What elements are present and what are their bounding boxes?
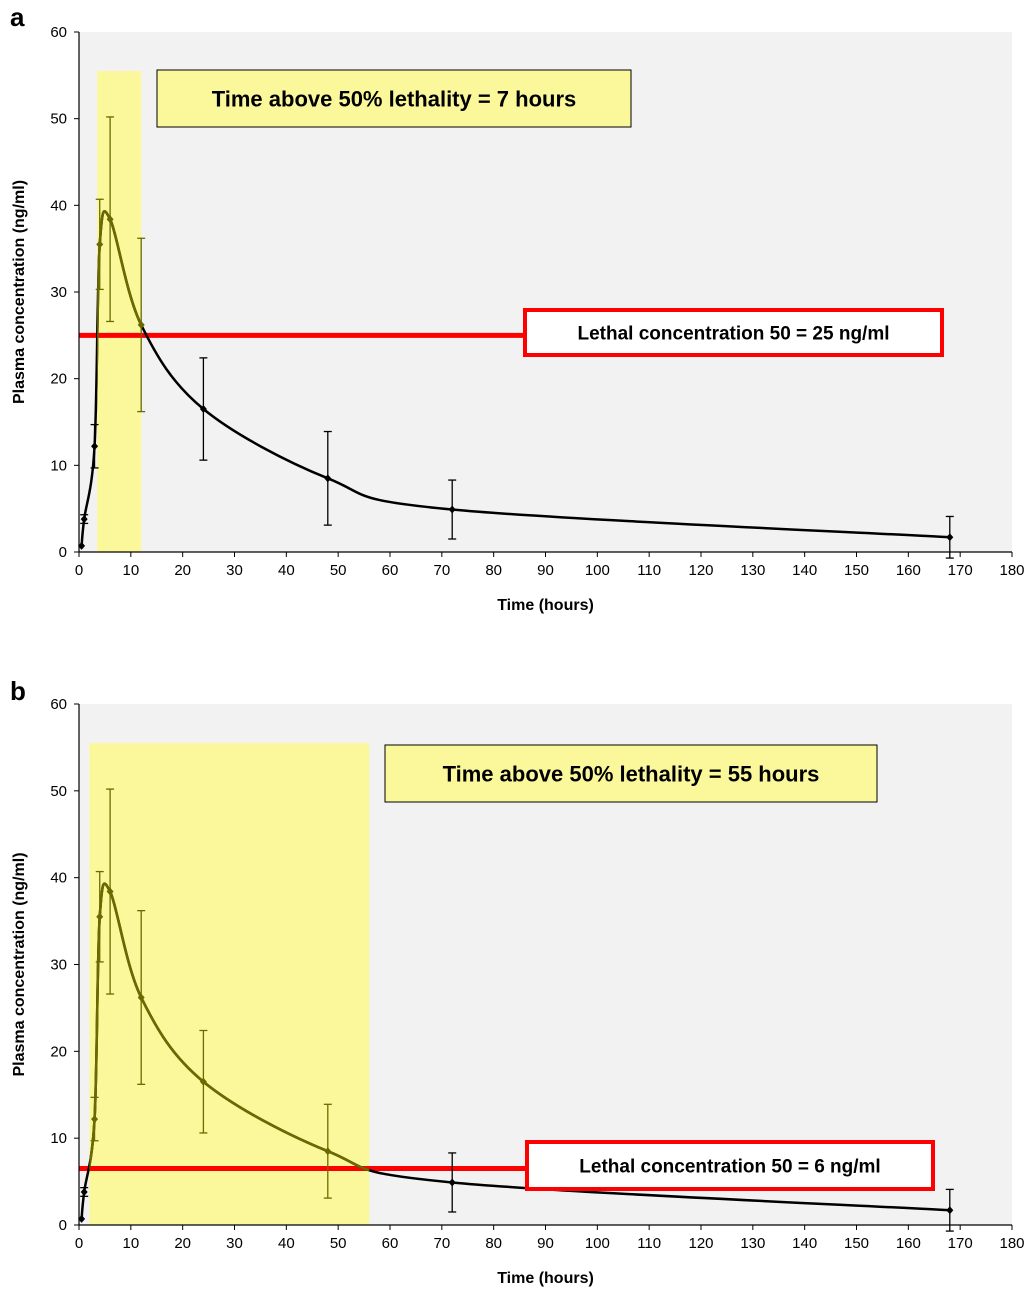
chart-b-x-tick-label: 50: [330, 1235, 347, 1252]
chart-b-x-tick-label: 90: [537, 1235, 554, 1252]
chart-a-data-point: [946, 533, 954, 542]
chart-a-callout-box: [156, 69, 632, 128]
chart-panel-b: b 0 10 20 30 40 50 60 0 10 20 30 40 50 60 70 80 90 100 110 1…: [0, 650, 1032, 1300]
chart-a-x-tick-label: 80: [485, 562, 502, 579]
chart-a-y-tick-label: 60: [50, 24, 67, 41]
chart-a-y-tick-label: 30: [50, 284, 67, 301]
chart-b-x-tick-label: 130: [740, 1235, 765, 1252]
chart-a-x-tick-label: 120: [688, 562, 713, 579]
chart-b-x-tick-label: 20: [174, 1235, 191, 1252]
chart-b-data-point: [448, 1178, 456, 1187]
chart-b-x-tick-label: 100: [585, 1235, 610, 1252]
chart-a-data-point: [96, 240, 104, 249]
chart-b-x-tick-label: 160: [896, 1235, 921, 1252]
chart-b-callout-box: [384, 744, 878, 803]
chart-b-data-point: [199, 1077, 207, 1086]
chart-b-y-tick-label: 50: [50, 783, 67, 800]
chart-b-y-tick-label: 30: [50, 957, 67, 974]
chart-b-x-tick-label: 40: [278, 1235, 295, 1252]
chart-a-data-point: [324, 474, 332, 483]
chart-b-y-tick-label: 20: [50, 1043, 67, 1060]
chart-b-x-axis-title: Time (hours): [497, 1270, 594, 1287]
chart-a-svg: a 0 10 20 30 40 50 60 0 10 20 30 40 50 60 70 80 90 100 110 1…: [10, 2, 1025, 614]
chart-a-x-tick-label: 100: [585, 562, 610, 579]
chart-a-y-tick-label: 20: [50, 371, 67, 388]
chart-b-x-tick-label: 120: [688, 1235, 713, 1252]
chart-a-x-tick-label: 170: [948, 562, 973, 579]
chart-b-y-tick-label: 60: [50, 696, 67, 713]
chart-a-callout-text: Time above 50% lethality = 7 hours: [212, 87, 577, 112]
chart-a-x-tick-label: 70: [433, 562, 450, 579]
chart-b-data-point: [80, 1188, 88, 1197]
chart-a-panel-letter: a: [10, 2, 25, 32]
chart-b-x-tick-label: 170: [948, 1235, 973, 1252]
chart-a-y-tick-label: 10: [50, 457, 67, 474]
chart-panel-a: a 0 10 20 30 40 50 60 0 10 20 30 40 50 60 70 80 90 100 110 1…: [10, 2, 1025, 614]
chart-a-data-point: [80, 515, 88, 524]
chart-b-data-point: [96, 912, 104, 921]
chart-a-x-tick-label: 140: [792, 562, 817, 579]
chart-b-data-point: [946, 1206, 954, 1215]
chart-b-x-tick-label: 150: [844, 1235, 869, 1252]
chart-a-x-tick-label: 10: [122, 562, 139, 579]
chart-a-data-point: [106, 215, 114, 224]
chart-b-x-tick-label: 0: [75, 1235, 83, 1252]
chart-a-x-tick-label: 110: [637, 562, 661, 579]
chart-b-lethal-box: [525, 1140, 935, 1191]
chart-a-x-tick-label: 130: [740, 562, 765, 579]
chart-a-data-point: [199, 405, 207, 413]
chart-b-lethal-label: Lethal concentration 50 = 6 ng/ml: [579, 1157, 880, 1178]
chart-a-x-tick-label: 90: [537, 562, 554, 579]
chart-b-x-tick-label: 140: [792, 1235, 817, 1252]
chart-a-data-point: [78, 541, 86, 550]
chart-a-x-tick-label: 160: [896, 562, 921, 579]
chart-b-y-tick-label: 40: [50, 870, 67, 887]
chart-b-x-tick-label: 70: [433, 1235, 450, 1252]
chart-b-data-point: [91, 1115, 99, 1124]
chart-b-x-tick-label: 110: [637, 1235, 661, 1252]
chart-a-y-tick-label: 40: [50, 197, 67, 214]
chart-b-x-tick-label: 10: [122, 1235, 139, 1252]
chart-b-data-point: [137, 993, 145, 1002]
chart-a-y-tick-label: 50: [50, 111, 67, 128]
chart-a-x-tick-label: 30: [226, 562, 243, 579]
chart-a-y-tick-label: 0: [59, 544, 67, 561]
chart-b-data-point: [106, 887, 114, 896]
chart-a-shaded-region: [97, 71, 142, 552]
chart-a-data-point: [91, 442, 99, 451]
chart-a-lethal-label: Lethal concentration 50 = 25 ng/ml: [578, 324, 890, 345]
chart-b-panel-letter: b: [10, 676, 26, 706]
chart-b-y-axis-title: Plasma concentration (ng/ml): [11, 852, 28, 1076]
chart-b-x-tick-label: 80: [485, 1235, 502, 1252]
chart-b-data-point: [78, 1214, 86, 1223]
chart-a-data-point: [448, 505, 456, 514]
chart-a-x-tick-label: 50: [330, 562, 347, 579]
chart-a-x-tick-label: 150: [844, 562, 869, 579]
chart-a-x-tick-label: 0: [75, 562, 83, 579]
chart-a-data-point: [137, 320, 145, 329]
chart-b-y-tick-label: 0: [59, 1217, 67, 1234]
chart-b-x-tick-label: 60: [382, 1235, 399, 1252]
chart-a-x-tick-label: 20: [174, 562, 191, 579]
chart-b-y-tick-label: 10: [50, 1130, 67, 1147]
chart-a-x-tick-label: 60: [382, 562, 399, 579]
chart-b-x-tick-label: 30: [226, 1235, 243, 1252]
chart-b-svg: b 0 10 20 30 40 50 60 0 10 20 30 40 50 60 70 80 90 100 110 1…: [10, 676, 1025, 1287]
chart-a-x-tick-label: 40: [278, 562, 295, 579]
chart-a-y-axis-title: Plasma concentration (ng/ml): [11, 180, 28, 404]
chart-b-data-point: [324, 1147, 332, 1156]
chart-b-callout-text: Time above 50% lethality = 55 hours: [443, 762, 820, 787]
chart-a-x-axis-title: Time (hours): [497, 597, 594, 614]
chart-b-x-tick-label: 180: [999, 1235, 1024, 1252]
chart-a-lethal-box: [523, 308, 944, 357]
chart-a-x-tick-label: 180: [999, 562, 1024, 579]
